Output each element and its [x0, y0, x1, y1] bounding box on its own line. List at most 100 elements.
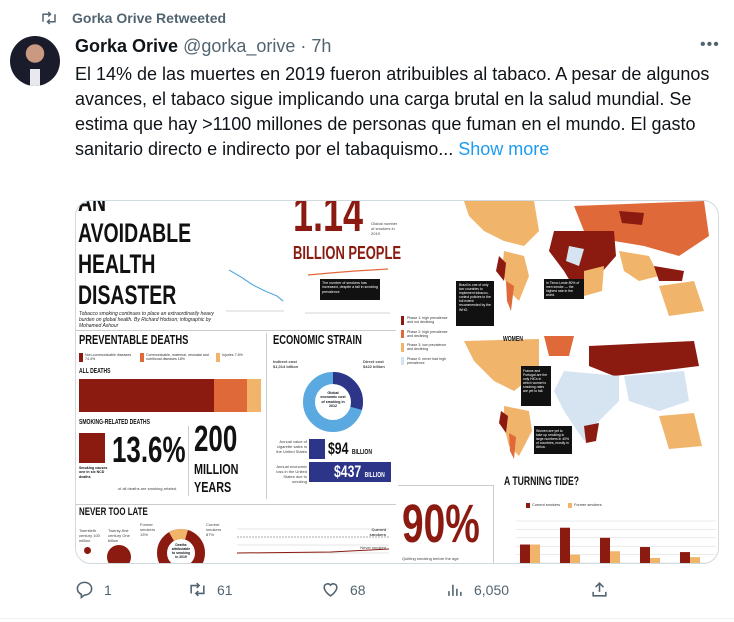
cig-sales-amount: $94 — [328, 439, 349, 458]
cig-sales-value: $94 BILLION — [328, 439, 372, 463]
legend-phase-2: Phase 2: high prevalence and declining — [401, 329, 453, 339]
ninety-box — [398, 485, 494, 563]
bar-former-smokers — [530, 544, 540, 563]
never-smoked-label: Never smoked — [360, 545, 386, 550]
views-icon — [448, 584, 462, 596]
econ-loss-bar — [309, 462, 391, 482]
big-number-unit: BILLION PEOPLE — [293, 243, 402, 263]
smoking-ncd-caption: Smoking causes one in six NCD deaths — [79, 466, 108, 479]
c20-circle — [84, 547, 91, 554]
direct-cost: Direct cost $422 billion — [363, 359, 385, 369]
title-line: HEALTH — [78, 249, 156, 279]
former-pct: Former smokers 13% — [140, 522, 156, 537]
bar-current-smokers — [640, 547, 650, 563]
preventable-deaths-title: PREVENTABLE DEATHS — [79, 332, 189, 347]
separator: · — [300, 36, 307, 56]
title-line: AN — [78, 200, 107, 217]
retweet-button[interactable]: 61 — [188, 580, 233, 599]
bar-current-smokers — [560, 527, 570, 563]
infographic-subtitle: Tobacco smoking continues to place an ex… — [79, 311, 214, 329]
legend-phase-3: Phase 3: low prevalence and declining — [401, 343, 453, 352]
billion-label: BILLION — [351, 449, 372, 456]
legend-phase-0: Phase 0: never had high prevalence — [401, 356, 453, 366]
phase-legend: Phase 1: high prevalence and not declini… — [401, 316, 453, 366]
smoking-deaths-title: SMOKING-RELATED DEATHS — [79, 419, 150, 426]
prevalence-chart — [226, 269, 284, 312]
brazil-note: Brazil is one of only two countries to i… — [459, 283, 491, 312]
years-unit: MILLION YEARS — [194, 461, 238, 497]
cig-sales-bar — [309, 439, 325, 459]
smoking-deaths-square — [79, 433, 105, 463]
like-count: 68 — [350, 581, 366, 598]
death-share-segment — [247, 379, 261, 412]
turning-tide-title: A TURNING TIDE? — [504, 474, 580, 488]
c21-circle — [107, 545, 131, 563]
death-share-segment — [79, 379, 215, 412]
africa-note: Women are yet to take up smoking in larg… — [536, 429, 569, 450]
smokers-chart — [305, 268, 390, 314]
timor-note: In Timor-Leste 80% of men smoke — the hi… — [546, 281, 580, 298]
legend-phase-1: Phase 1: high prevalence and not declini… — [401, 316, 453, 325]
author-name[interactable]: Gorka Orive — [75, 36, 179, 56]
share-icon — [592, 582, 607, 597]
econ-loss-value: $437 BILLION — [334, 462, 385, 486]
smoking-percent: 13.6% — [112, 429, 186, 470]
avatar[interactable] — [10, 36, 60, 86]
bar-former-smokers — [570, 554, 580, 563]
tweet-body: El 14% de las muertes en 2019 fueron atr… — [75, 64, 710, 159]
world-maps — [456, 201, 709, 459]
ninety-percent: 90% — [402, 494, 480, 554]
c20-label: Twentieth century 100 million — [79, 528, 100, 543]
legend-communicable: Communicable, maternal, neonatal and nut… — [140, 353, 210, 362]
retweet-banner[interactable]: Gorka Orive Retweeted — [40, 9, 226, 27]
tweet-time[interactable]: 7h — [311, 36, 332, 56]
like-button[interactable]: 68 — [321, 580, 366, 599]
show-more-link[interactable]: Show more — [458, 139, 550, 159]
deaths-legend: Non-communicable diseases 74.4% Communic… — [79, 353, 264, 362]
years-unit-line: YEARS — [194, 479, 232, 496]
bar-current-smokers — [600, 537, 610, 563]
women-label: WOMEN — [503, 336, 523, 343]
retweeted-by-label: Gorka Orive Retweeted — [72, 10, 227, 26]
attrib-donut — [157, 529, 205, 563]
donut-center-label: Global economic cost of smoking in 2012 — [320, 391, 346, 408]
turning-tide-bar-chart — [516, 520, 716, 563]
heart-icon — [323, 583, 338, 597]
current-pct: Current smokers 87% — [206, 522, 222, 537]
divider — [0, 618, 734, 619]
views-count: 6,050 — [474, 581, 510, 598]
econ-loss-amount: $437 — [334, 462, 362, 481]
ninety-caption: Quitting smoking before the age — [402, 556, 459, 561]
author-handle[interactable]: @gorka_orive — [183, 36, 296, 56]
current-smokers-label: Current smokers — [369, 527, 386, 537]
billion-label: BILLION — [364, 472, 385, 479]
reply-count: 1 — [104, 581, 112, 598]
tweet-actions: 1 61 68 6,050 — [75, 580, 635, 606]
indirect-cost: Indirect cost $1,014 billion — [273, 359, 299, 369]
retweet-icon — [42, 11, 56, 25]
big-number-caption: Global number of smokers in 2019 — [371, 221, 398, 236]
title-line: AVOIDABLE — [78, 218, 192, 248]
retweet-icon — [190, 582, 205, 597]
years-number: 200 — [194, 418, 238, 459]
retweet-count: 61 — [217, 581, 233, 598]
reply-icon — [76, 581, 93, 599]
all-deaths-label: ALL DEATHS — [79, 368, 111, 375]
views-button[interactable]: 6,050 — [445, 580, 509, 599]
legend-ncd: Non-communicable diseases 74.4% — [79, 353, 134, 362]
tweet-text: El 14% de las muertes en 2019 fueron atr… — [75, 62, 723, 162]
more-dots-icon[interactable]: ••• — [700, 36, 720, 53]
never-too-late-title: NEVER TOO LATE — [79, 506, 148, 518]
legend-injuries: Injuries 7.6% — [216, 353, 256, 362]
reply-button[interactable]: 1 — [75, 580, 112, 599]
share-button[interactable] — [590, 580, 609, 599]
cig-sales-label: Annual value of cigarette sales in the U… — [276, 439, 307, 454]
france-note: France and Portugal are the only HICs in… — [523, 369, 548, 394]
economic-strain-title: ECONOMIC STRAIN — [273, 332, 362, 347]
bar-former-smokers — [610, 551, 620, 563]
smokers-callout: The number of smokers has increased, des… — [322, 281, 378, 294]
tweet-media-infographic[interactable]: AN AVOIDABLE HEALTH DISASTER Tobacco smo… — [75, 200, 719, 564]
all-deaths-bar — [79, 379, 261, 412]
economic-donut — [303, 372, 363, 432]
tweet-header: Gorka Orive @gorka_orive · 7h — [75, 36, 331, 57]
